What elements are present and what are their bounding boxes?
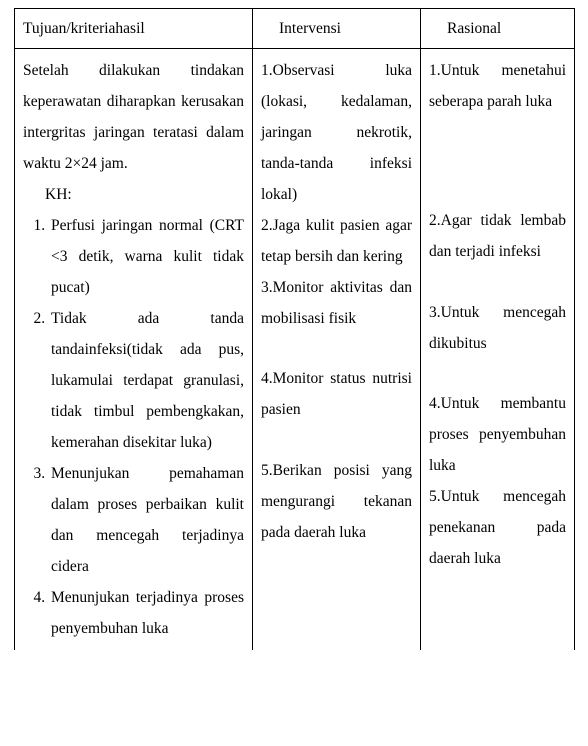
list-item: Menunjukan terjadinya proses penyembuhan… (49, 582, 244, 644)
rationale-item: 5.Untuk mencegah penekanan pada daerah l… (429, 481, 566, 574)
kh-list: Perfusi jaringan normal (CRT <3 detik, w… (49, 210, 244, 644)
intervention-item: 2.Jaga kulit pasien agar tetap bersih da… (261, 210, 412, 272)
list-item: Tidak ada tanda tandainfeksi(tidak ada p… (49, 303, 244, 458)
cell-intervention: 1.Observasi luka (lokasi, kedalaman, jar… (253, 49, 421, 651)
header-goal: Tujuan/kriteriahasil (15, 9, 253, 49)
plan-table: Tujuan/kriteriahasil Intervensi Rasional… (14, 8, 575, 650)
table-header-row: Tujuan/kriteriahasil Intervensi Rasional (15, 9, 575, 49)
rationale-item: 2.Agar tidak lembab dan terjadi infeksi (429, 205, 566, 267)
spacer (261, 425, 412, 454)
goal-line: Setelah dilakukan tindakan (23, 62, 244, 79)
spacer (429, 267, 566, 296)
spacer (261, 334, 412, 363)
goal-intro: Setelah dilakukan tindakan keperawatan d… (23, 55, 244, 179)
rationale-item: 3.Untuk mencegah dikubitus (429, 297, 566, 359)
rationale-item: 1.Untuk menetahui seberapa parah luka (429, 55, 566, 117)
intervention-item: 3.Monitor aktivitas dan mobilisasi fisik (261, 272, 412, 334)
cell-rationale: 1.Untuk menetahui seberapa parah luka 2.… (421, 49, 575, 651)
kh-label: KH: (23, 179, 244, 210)
header-rationale: Rasional (421, 9, 575, 49)
header-intervention: Intervensi (253, 9, 421, 49)
intervention-item: 4.Monitor status nutrisi pasien (261, 363, 412, 425)
intervention-item: 5.Berikan posisi yang mengurangi tekanan… (261, 455, 412, 548)
header-rationale-label: Rasional (429, 20, 501, 37)
list-item: Perfusi jaringan normal (CRT <3 detik, w… (49, 210, 244, 303)
spacer (429, 359, 566, 388)
table-row: Setelah dilakukan tindakan keperawatan d… (15, 49, 575, 651)
rationale-item: 4.Untuk membantu proses penyembuhan luka (429, 388, 566, 481)
header-intervention-label: Intervensi (261, 20, 341, 37)
intervention-item: 1.Observasi luka (lokasi, kedalaman, jar… (261, 55, 412, 210)
spacer (429, 117, 566, 205)
goal-line: keperawatan diharapkan (23, 93, 176, 110)
cell-goal: Setelah dilakukan tindakan keperawatan d… (15, 49, 253, 651)
list-item: Menunjukan pemahaman dalam proses perbai… (49, 458, 244, 582)
